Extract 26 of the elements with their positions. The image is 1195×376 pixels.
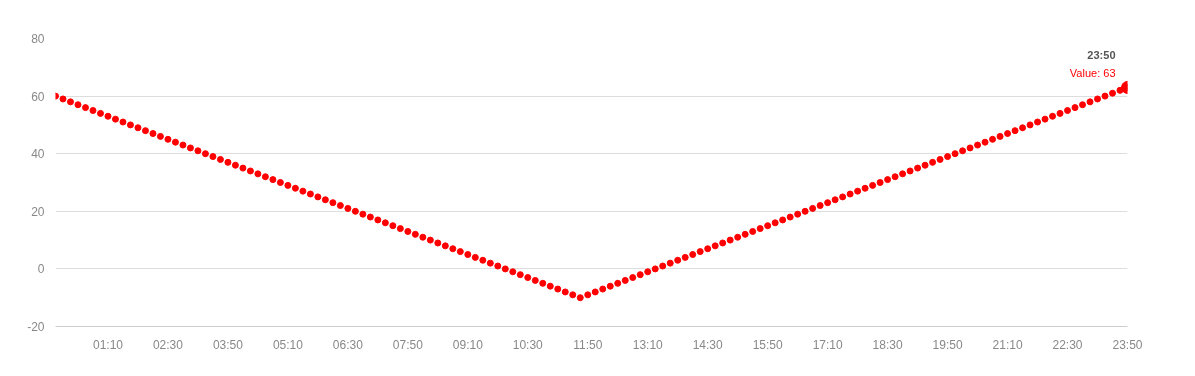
x-tick-label: 15:50 — [752, 337, 784, 352]
x-tick-label: 14:30 — [692, 337, 724, 352]
x-tick-label: 21:10 — [992, 337, 1023, 352]
x-tick-label: 01:10 — [92, 337, 124, 352]
x-tick-label: 22:30 — [1052, 337, 1083, 352]
x-tick-label: 17:10 — [812, 337, 843, 352]
x-tick-label: 18:30 — [872, 337, 903, 352]
y-tick-label: 0 — [37, 262, 45, 277]
y-tick-label: 40 — [31, 147, 45, 162]
x-tick-label: 10:30 — [512, 337, 544, 352]
x-tick-label: 09:10 — [452, 337, 484, 352]
x-tick-label: 03:50 — [212, 337, 244, 352]
x-tick-label: 11:50 — [573, 337, 603, 352]
x-tick-label: 07:50 — [392, 337, 424, 352]
x-tick-label: 02:30 — [152, 337, 184, 352]
y-tick-label: -20 — [27, 320, 45, 334]
annotation: 23:50 — [1087, 49, 1116, 62]
y-tick-label: 60 — [31, 89, 45, 104]
x-tick-label: 23:50 — [1112, 337, 1143, 352]
annotation: Value: 63 — [1069, 67, 1116, 80]
x-tick-label: 05:10 — [272, 337, 304, 352]
x-tick-label: 13:10 — [632, 337, 664, 352]
y-tick-label: 20 — [31, 204, 45, 219]
y-tick-label: 80 — [31, 32, 45, 46]
x-tick-label: 06:30 — [332, 337, 364, 352]
x-tick-label: 19:50 — [932, 337, 963, 352]
